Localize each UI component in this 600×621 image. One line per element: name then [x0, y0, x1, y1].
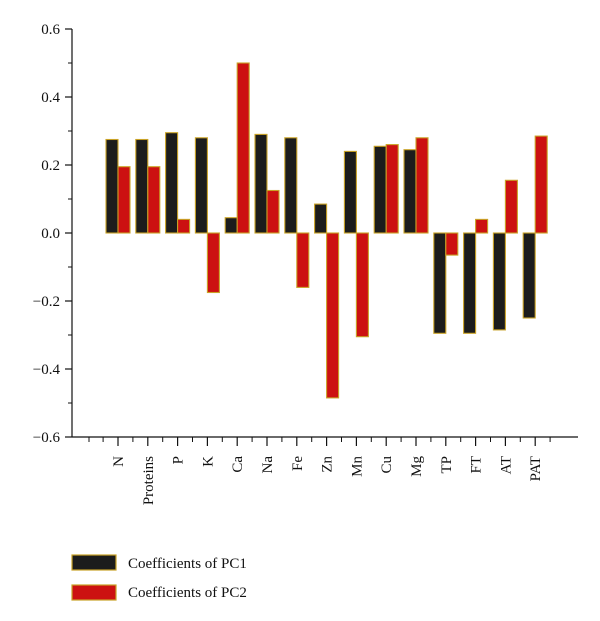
bar-pc2-mn [355, 232, 369, 338]
bar-pc1-ca [224, 217, 238, 234]
bar-pc1-proteins [135, 138, 149, 234]
x-tick-label: Proteins [141, 456, 157, 505]
bar-pc2-n [117, 166, 131, 234]
bar-pc1-p [165, 132, 179, 234]
legend-label-pc1: Coefficients of PC1 [128, 556, 247, 572]
x-tick-label: Mg [409, 456, 425, 477]
bar-pc1-n [105, 138, 119, 234]
x-axis: N Proteins P K Ca Na Fe Zn Mn Cu Mg TP FT AT PAT [72, 436, 578, 505]
bars [105, 62, 548, 399]
x-tick-label: TP [439, 456, 455, 474]
x-tick-label: P [171, 456, 187, 464]
y-tick-label: 0.4 [41, 90, 60, 106]
bar-pc1-mg [403, 149, 417, 234]
x-tick-label: Fe [290, 456, 306, 471]
bar-pc1-pat [522, 232, 536, 319]
y-tick-label: 0.6 [41, 22, 60, 38]
bar-pc1-ft [463, 232, 477, 334]
bar-pc1-at [492, 232, 506, 331]
y-tick-label: 0.2 [41, 158, 60, 174]
bar-pc2-zn [326, 232, 340, 399]
legend-label-pc2: Coefficients of PC2 [128, 585, 247, 601]
x-tick-label: N [111, 456, 127, 467]
x-tick-label: Zn [320, 456, 336, 473]
bar-pc2-at [504, 179, 518, 234]
bar-pc2-cu [385, 144, 399, 234]
bar-pc2-fe [296, 232, 310, 288]
y-tick-label: −0.2 [33, 294, 60, 310]
bar-pc1-k [194, 137, 208, 234]
y-axis: 0.6 0.4 0.2 0.0 −0.2 −0.4 −0.6 [33, 22, 73, 446]
bar-pc1-tp [433, 232, 447, 334]
bar-pc2-tp [445, 232, 459, 256]
bar-pc2-mg [415, 137, 429, 234]
x-tick-label: FT [469, 456, 485, 474]
x-tick-label: K [200, 456, 216, 467]
y-tick-label: 0.0 [41, 226, 60, 242]
bar-pc1-na [254, 133, 268, 234]
bar-pc2-na [266, 189, 280, 234]
x-tick-label: Ca [230, 456, 246, 473]
bar-pc1-zn [314, 203, 328, 234]
legend: Coefficients of PC1 Coefficients of PC2 [71, 554, 247, 601]
bar-pc2-p [177, 218, 191, 234]
bar-pc1-mn [343, 150, 357, 234]
x-tick-label: Mn [349, 456, 365, 477]
y-tick-label: −0.4 [33, 362, 61, 378]
bar-pc2-ft [475, 218, 489, 234]
bar-pc1-fe [284, 137, 298, 234]
bar-pc2-proteins [147, 166, 161, 234]
legend-swatch-pc1 [71, 554, 117, 571]
bar-pc1-cu [373, 145, 387, 234]
bar-pc2-pat [534, 135, 548, 234]
x-tick-label: Cu [379, 456, 395, 474]
y-tick-label: −0.6 [33, 430, 61, 446]
bar-pc2-ca [236, 62, 250, 234]
x-tick-label: Na [260, 456, 276, 474]
x-tick-label: PAT [528, 456, 544, 481]
bar-pc2-k [206, 232, 220, 294]
x-tick-label: AT [498, 456, 514, 474]
legend-swatch-pc2 [71, 584, 117, 601]
